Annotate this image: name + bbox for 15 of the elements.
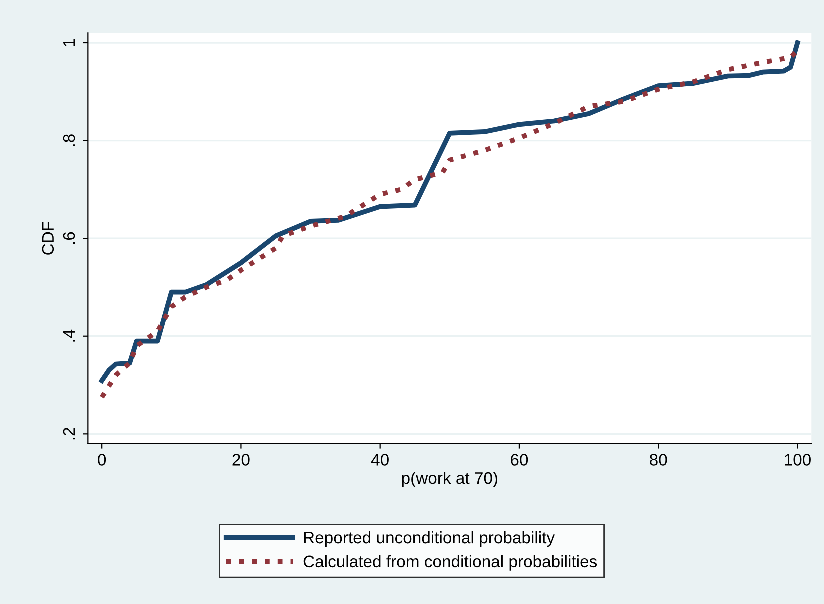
x-tick-label: 60: [511, 454, 528, 466]
y-tick-label: .2: [63, 428, 75, 440]
x-tick-label: 0: [98, 454, 106, 466]
x-tick-label: 100: [785, 454, 811, 466]
y-tick-label: .6: [63, 232, 76, 244]
y-tick-label: .4: [64, 330, 75, 342]
x-axis-title: p(work at 70): [402, 472, 498, 488]
y-axis-title: CDF: [42, 222, 54, 255]
y-tick-label: 1: [64, 39, 75, 46]
legend-label: Reported unconditional probability: [304, 531, 556, 548]
x-tick-label: 20: [232, 454, 250, 466]
x-tick-label: 40: [371, 454, 389, 466]
x-tick-label: 80: [650, 454, 668, 466]
legend-label: Calculated from conditional probabilities: [304, 555, 598, 571]
y-tick-label: .8: [63, 134, 76, 146]
